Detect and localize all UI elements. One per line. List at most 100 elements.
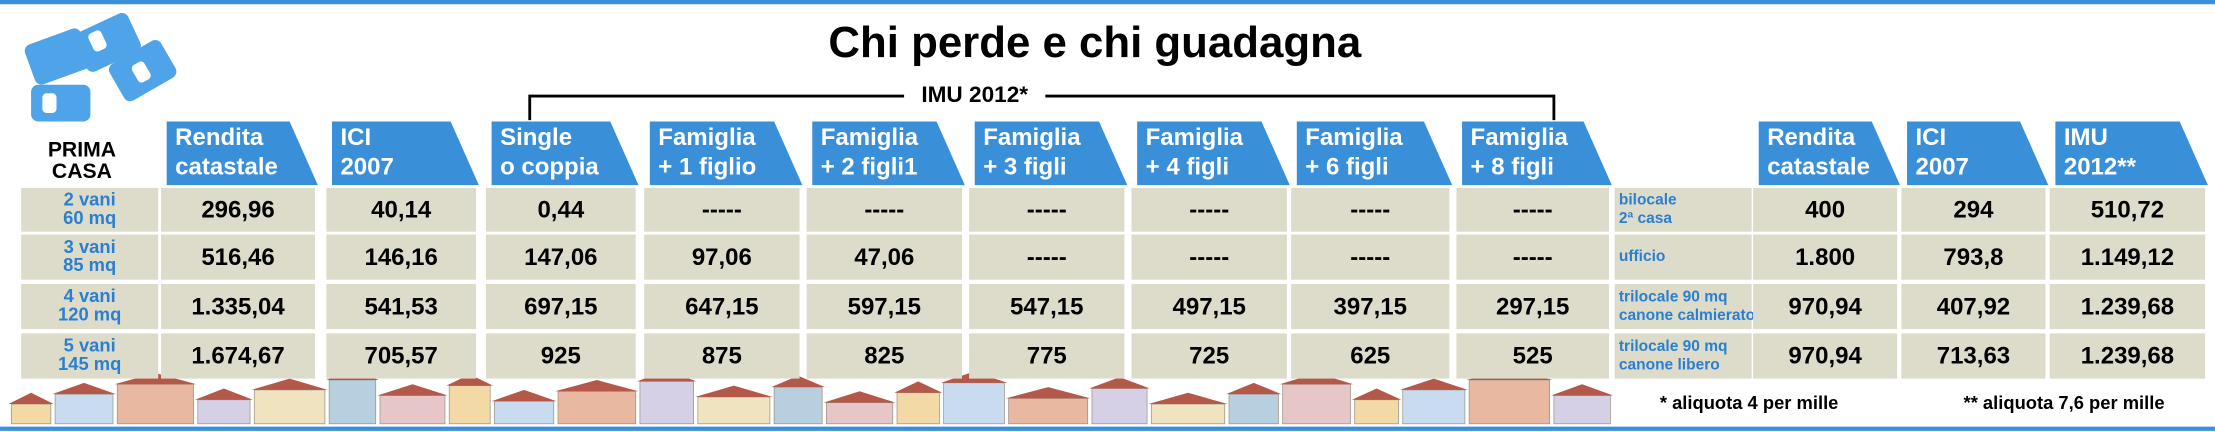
cell <box>1753 234 1898 280</box>
roof <box>377 384 448 396</box>
house <box>1282 383 1351 425</box>
cell <box>1901 283 2046 330</box>
column-header-text: + 3 figli <box>983 153 1066 180</box>
column-header-text: Single <box>500 124 572 151</box>
cell <box>2049 283 2206 330</box>
cell-value: 516,46 <box>201 244 274 271</box>
column-header-text: + 2 figli1 <box>821 153 918 180</box>
cell-value: ----- <box>702 197 742 224</box>
house <box>826 402 894 425</box>
cell <box>2049 333 2206 379</box>
cell <box>969 333 1125 379</box>
cell-value: 1.335,04 <box>191 293 285 320</box>
house <box>116 383 194 425</box>
house <box>448 385 491 425</box>
cell-value: 146,16 <box>364 244 437 271</box>
row-label: canone calmierato <box>1619 307 1755 324</box>
house <box>10 403 52 425</box>
house <box>197 399 251 425</box>
cell-value: ----- <box>1513 244 1553 271</box>
roof <box>771 375 825 388</box>
cell <box>485 333 636 379</box>
cell-value: 970,94 <box>1788 293 1862 320</box>
house <box>379 395 446 425</box>
cell <box>2049 234 2206 280</box>
row-label-cell <box>1614 283 1752 330</box>
cell <box>1131 234 1287 280</box>
cell <box>1291 333 1450 379</box>
cell <box>969 234 1125 280</box>
cell-value: 793,8 <box>1943 244 2003 271</box>
cell <box>644 283 800 330</box>
column-header-text: Famiglia <box>658 124 756 151</box>
house <box>253 389 326 425</box>
column-header-text: ICI <box>340 124 371 151</box>
cell-value: 597,15 <box>848 293 921 320</box>
cell-value: 647,15 <box>685 293 758 320</box>
column-header <box>331 121 479 186</box>
cell-value: 40,14 <box>371 197 432 224</box>
column-header-text: catastale <box>1767 153 1870 180</box>
row-label: 4 vani <box>64 285 116 306</box>
cell <box>161 283 316 330</box>
cell <box>969 187 1125 232</box>
column-header-text: 2007 <box>340 153 393 180</box>
column-header-text: Rendita <box>175 124 264 151</box>
row-label: canone libero <box>1619 356 1720 373</box>
top-rule <box>0 0 2215 5</box>
column-header-text: Famiglia <box>983 124 1081 151</box>
cell <box>1456 283 1609 330</box>
roof <box>695 385 773 397</box>
row-label-cell <box>21 187 159 232</box>
row-label: trilocale 90 mq <box>1619 288 1728 305</box>
cell <box>1901 187 2046 232</box>
house <box>494 400 555 425</box>
roof <box>894 381 943 393</box>
cell-value: 147,06 <box>524 244 597 271</box>
cell <box>326 283 477 330</box>
corner-label: CASA <box>52 160 112 183</box>
cell-value: ----- <box>1027 244 1067 271</box>
cell-value: 525 <box>1513 343 1553 370</box>
row-label: trilocale 90 mq <box>1619 338 1728 355</box>
cell <box>644 234 800 280</box>
cell-value: 497,15 <box>1173 293 1246 320</box>
column-header-text: + 6 figli <box>1305 153 1388 180</box>
column-header-text: + 4 figli <box>1146 153 1229 180</box>
row-label: 2 vani <box>64 188 116 209</box>
roof <box>555 380 639 392</box>
houses-strip <box>8 368 1614 425</box>
roof <box>194 388 253 400</box>
column-header-text: 2007 <box>1916 153 1969 180</box>
house <box>1150 403 1226 425</box>
cell-value: 1.674,67 <box>191 343 284 370</box>
cell-value: 47,06 <box>854 244 914 271</box>
row-label: 60 mq <box>63 207 116 228</box>
column-header <box>1758 121 1900 186</box>
title: Chi perde e chi guadagna <box>828 18 1361 67</box>
column-header-text: + 1 figlio <box>658 153 756 180</box>
row-label: 85 mq <box>63 254 116 275</box>
house <box>1354 399 1399 425</box>
cell <box>1753 187 1898 232</box>
cell <box>806 234 962 280</box>
cell-value: ----- <box>1350 244 1390 271</box>
cell-value: 296,96 <box>201 197 274 224</box>
column-header-text: o coppia <box>500 153 599 180</box>
column-header-text: Famiglia <box>821 124 919 151</box>
row-label: 5 vani <box>64 335 116 356</box>
row-label-cell <box>21 283 159 330</box>
group-bracket <box>528 94 1556 121</box>
cell <box>161 333 316 379</box>
corner-label: PRIMA <box>48 139 116 162</box>
row-label: 2ª casa <box>1619 210 1673 227</box>
cell-value: 541,53 <box>364 293 437 320</box>
column-header <box>812 121 965 186</box>
cell-value: 1.239,68 <box>2081 343 2174 370</box>
house <box>1468 379 1551 425</box>
cell-value: 875 <box>702 343 742 370</box>
cell <box>1131 187 1287 232</box>
cell <box>1753 333 1898 379</box>
cell <box>644 187 800 232</box>
group-label: IMU 2012* <box>921 82 1028 107</box>
